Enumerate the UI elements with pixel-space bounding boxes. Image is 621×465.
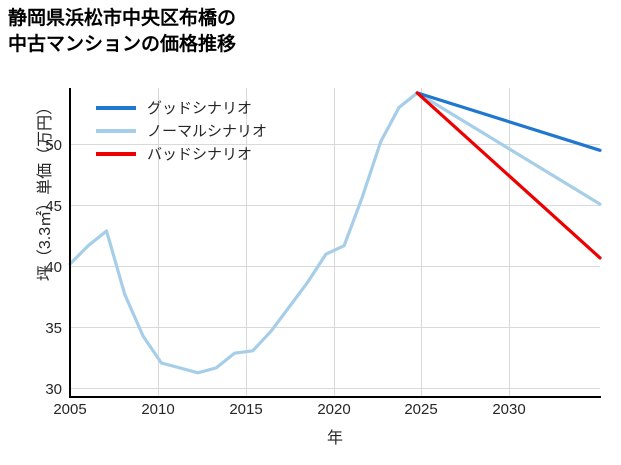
gridline-y-50 [70,144,600,145]
x-tick-2025: 2025 [404,401,438,418]
line-normal-scenario [68,91,602,375]
line-good-scenario [415,91,602,152]
gridline-y-40 [70,266,600,267]
legend-label-normal: ノーマルシナリオ [147,123,268,140]
x-axis-label: 年 [326,430,343,447]
gridline-x-2015 [246,88,247,396]
series-layer [68,91,602,375]
x-tick-2010: 2010 [141,401,175,418]
x-tick-2015: 2015 [229,401,263,418]
y-axis-label: 坪（3.3㎡）単価（万円） [37,98,54,282]
legend-label-good: グッドシナリオ [147,100,253,117]
line-bad-scenario [415,91,602,260]
gridline-x-2025 [421,88,422,396]
x-tick-2020: 2020 [317,401,351,418]
y-axis-spine [69,88,71,398]
x-tick-2030: 2030 [492,401,526,418]
gridline-y-45 [70,205,600,206]
x-tick-2005: 2005 [53,401,87,418]
gridline-x-2030 [509,88,510,396]
chart-title-line-1: 静岡県浜松市中央区布橋の [8,8,237,29]
legend-item-good: グッドシナリオ [96,96,267,119]
legend-swatch-good [96,105,136,110]
x-axis-spine [69,396,601,398]
chart-title-line-2: 中古マンションの価格推移 [8,33,237,55]
legend-swatch-bad [96,151,136,156]
gridline-y-35 [70,327,600,328]
gridline-x-2010 [158,88,159,396]
legend-item-normal: ノーマルシナリオ [96,119,267,142]
legend-label-bad: バッドシナリオ [147,146,253,163]
chart-title: 静岡県浜松市中央区布橋の 中古マンションの価格推移 [8,6,508,57]
gridline-x-2020 [334,88,335,396]
gridline-y-30 [70,388,600,389]
legend-swatch-normal [96,128,136,133]
chart-legend: グッドシナリオ ノーマルシナリオ バッドシナリオ [96,96,267,165]
y-tick-30: 30 [45,381,62,398]
legend-item-bad: バッドシナリオ [96,142,267,165]
